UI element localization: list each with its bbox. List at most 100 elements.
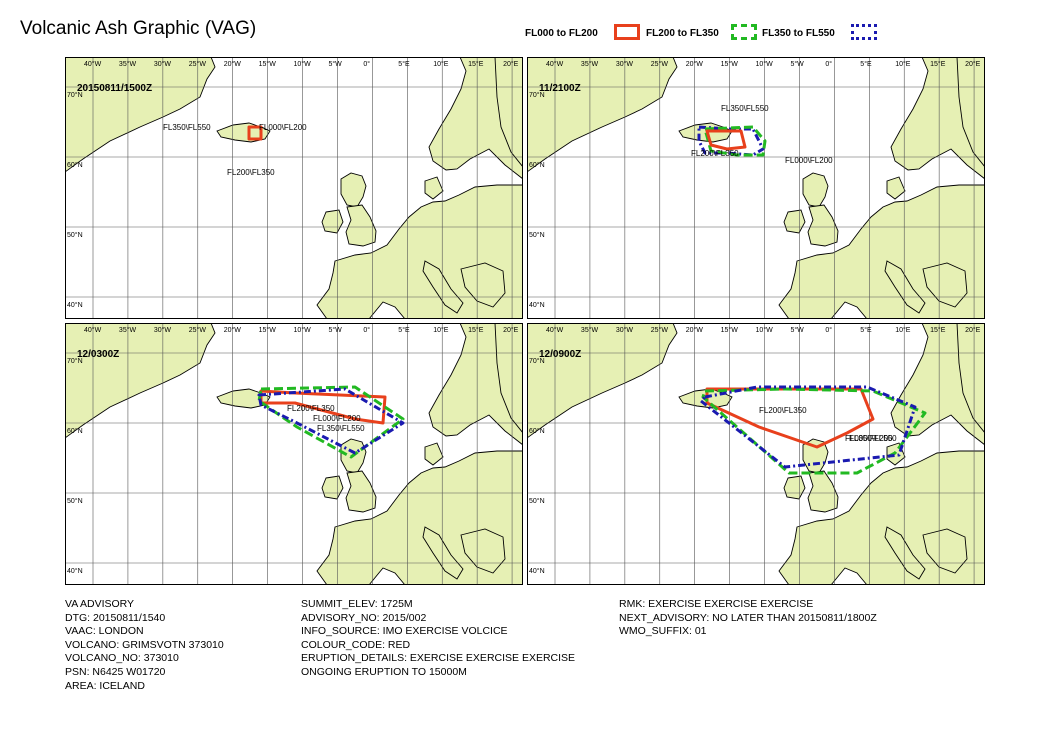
longitude-label: 15°W: [259, 60, 277, 68]
longitude-label: 15°W: [721, 326, 739, 334]
land-denmark: [424, 176, 444, 200]
land-scotland: [340, 172, 367, 208]
longitude-label: 15°E: [468, 60, 484, 68]
longitude-label: 25°W: [651, 60, 669, 68]
advisory-next: NEXT_ADVISORY: NO LATER THAN 20150811/18…: [619, 611, 877, 624]
ash-cloud-fl350-to-fl550: [699, 385, 917, 469]
cloud-level-label: FL000\FL200: [313, 414, 361, 423]
longitude-label: 10°W: [294, 326, 312, 334]
latitude-label: 70°N: [67, 357, 83, 365]
cloud-level-label: FL350\FL550: [721, 104, 769, 113]
land-england: [345, 204, 377, 247]
advisory-info-source: INFO_SOURCE: IMO EXERCISE VOLCICE: [301, 625, 508, 638]
map-svg: 40°W 35°W 30°W 25°W 20°W 15°W 10°W 5°W 0° 5°E 10°E…: [65, 57, 523, 319]
longitude-label: 35°W: [581, 60, 599, 68]
land-finland-region: [494, 323, 523, 434]
advisory-summit-elev: SUMMIT_ELEV: 1725M: [301, 598, 413, 610]
land-italy: [884, 260, 926, 314]
panel-timestamp: 11/2100Z: [539, 83, 581, 94]
longitude-label: 5°E: [860, 326, 872, 334]
advisory-eruption-height: ONGOING ERUPTION TO 15000M: [301, 665, 467, 678]
land-denmark: [424, 442, 444, 466]
land-denmark: [886, 176, 906, 200]
longitude-label: 15°W: [721, 60, 739, 68]
advisory-number: ADVISORY_NO: 2015/002: [301, 611, 427, 624]
cloud-level-label: FL000\FL200: [845, 434, 893, 443]
longitude-label: 30°W: [154, 326, 172, 334]
longitude-label: 40°W: [84, 60, 102, 68]
advisory-column-3: RMK: EXERCISE EXERCISE EXERCISE NEXT_ADV…: [619, 598, 877, 639]
legend-label-fl000-fl200: FL000 to FL200: [525, 28, 598, 39]
cloud-level-label: FL000\FL200: [259, 123, 307, 132]
map-panel-3[interactable]: 40°W 35°W 30°W 25°W 20°W 15°W 10°W 5°W 0° 5°E 10°E…: [65, 323, 523, 585]
longitude-label: 20°W: [224, 326, 242, 334]
longitude-label: 35°W: [581, 326, 599, 334]
longitude-label: 10°E: [895, 326, 911, 334]
panel-timestamp: 12/0900Z: [539, 349, 581, 360]
longitude-label: 5°W: [790, 60, 804, 68]
longitude-label: 20°W: [686, 60, 704, 68]
advisory-dtg: DTG: 20150811/1540: [65, 611, 166, 624]
map-svg: 40°W 35°W 30°W 25°W 20°W 15°W 10°W 5°W 0° 5°E 10°E…: [527, 323, 985, 585]
map-svg: 40°W 35°W 30°W 25°W 20°W 15°W 10°W 5°W 0° 5°E 10°E…: [527, 57, 985, 319]
advisory-wmo-suffix: WMO_SUFFIX: 01: [619, 625, 707, 638]
advisory-colour-code: COLOUR_CODE: RED: [301, 638, 411, 651]
longitude-label: 5°E: [398, 60, 410, 68]
land-finland-region: [494, 57, 523, 168]
advisory-eruption-details: ERUPTION_DETAILS: EXERCISE EXERCISE EXER…: [301, 652, 576, 665]
panel-border: [527, 57, 985, 319]
longitude-label: 10°E: [433, 326, 449, 334]
solid-box-icon: [614, 24, 640, 40]
map-panel-2[interactable]: 40°W 35°W 30°W 25°W 20°W 15°W 10°W 5°W 0° 5°E 10°E…: [527, 57, 985, 319]
dashed-box-icon: [731, 24, 757, 40]
longitude-label: 25°W: [189, 60, 207, 68]
land-italy: [422, 526, 464, 580]
longitude-label: 20°E: [503, 60, 519, 68]
legend-label-fl200-fl350: FL200 to FL350: [646, 28, 719, 39]
page-title: Volcanic Ash Graphic (VAG): [20, 18, 257, 39]
longitude-label: 10°W: [756, 60, 774, 68]
latitude-label: 70°N: [529, 357, 545, 365]
land-italy: [884, 526, 926, 580]
land-scotland: [802, 172, 829, 208]
cloud-level-label: FL200\FL350: [227, 168, 275, 177]
panel-timestamp: 12/0300Z: [77, 349, 119, 360]
land-greenland: [527, 57, 678, 173]
cloud-level-label: FL350\FL550: [163, 123, 211, 132]
latitude-label: 70°N: [529, 91, 545, 99]
panel-border: [65, 323, 523, 585]
map-panel-1[interactable]: 40°W 35°W 30°W 25°W 20°W 15°W 10°W 5°W 0° 5°E 10°E…: [65, 57, 523, 319]
latitude-label: 40°N: [529, 301, 545, 309]
land-balkans: [460, 528, 506, 574]
cloud-level-label: FL200\FL350: [287, 404, 335, 413]
longitude-label: 35°W: [119, 60, 137, 68]
advisory-position: PSN: N6425 W01720: [65, 665, 166, 678]
advisory-volcano-no: VOLCANO_NO: 373010: [65, 652, 179, 665]
latitude-label: 50°N: [529, 231, 545, 239]
land-finland-region: [956, 323, 985, 434]
longitude-label: 0°: [825, 60, 832, 68]
latitude-label: 40°N: [67, 301, 83, 309]
ash-cloud-fl000-to-fl200: [705, 129, 747, 151]
land-greenland: [65, 57, 216, 173]
latitude-label: 70°N: [67, 91, 83, 99]
advisory-volcano: VOLCANO: GRIMSVOTN 373010: [65, 638, 224, 651]
latitude-label: 50°N: [67, 231, 83, 239]
ash-cloud-fl350-to-fl550: [697, 125, 765, 157]
land-england: [807, 204, 839, 247]
land-finland-region: [956, 57, 985, 168]
latitude-label: 60°N: [67, 161, 83, 169]
map-panel-4[interactable]: 40°W 35°W 30°W 25°W 20°W 15°W 10°W 5°W 0° 5°E 10°E…: [527, 323, 985, 585]
land-balkans: [922, 262, 968, 308]
longitude-label: 20°E: [503, 326, 519, 334]
longitude-label: 40°W: [84, 326, 102, 334]
longitude-label: 35°W: [119, 326, 137, 334]
longitude-label: 5°W: [328, 60, 342, 68]
ash-cloud-fl000-to-fl200: [259, 389, 387, 425]
advisory-header: VA ADVISORY: [65, 598, 135, 610]
longitude-label: 15°E: [468, 326, 484, 334]
longitude-label: 20°W: [686, 326, 704, 334]
longitude-label: 20°E: [965, 326, 981, 334]
longitude-label: 30°W: [154, 60, 172, 68]
longitude-label: 10°W: [294, 60, 312, 68]
